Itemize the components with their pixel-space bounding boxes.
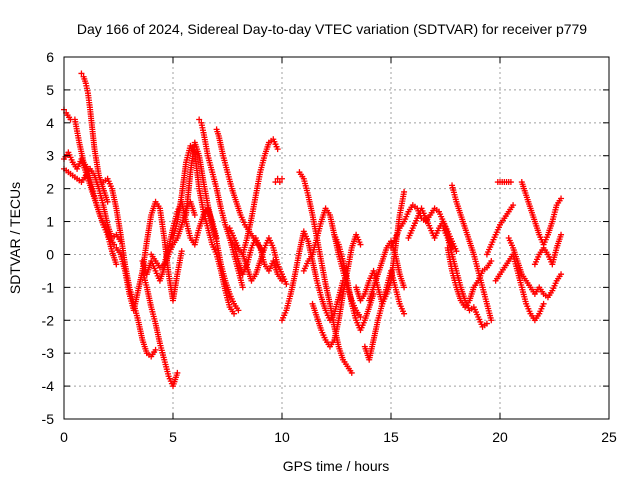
- y-tick-label: -3: [42, 345, 55, 361]
- y-tick-label: 0: [46, 246, 54, 262]
- x-tick-label: 0: [60, 429, 68, 445]
- data-point: [357, 241, 364, 248]
- y-axis-label: SDTVAR / TECUs: [7, 182, 23, 294]
- series-trace-36: [531, 231, 565, 268]
- data-point: [178, 248, 185, 255]
- data-point: [274, 146, 281, 153]
- y-tick-label: 3: [46, 148, 54, 164]
- x-axis-label: GPS time / hours: [283, 458, 390, 474]
- series-trace-6: [113, 198, 185, 314]
- data-point: [235, 307, 242, 314]
- series-trace-4: [61, 149, 120, 268]
- data-point: [231, 310, 238, 317]
- data-point: [348, 369, 355, 376]
- data-point: [191, 211, 198, 218]
- data-point: [483, 320, 490, 327]
- data-point: [113, 261, 120, 268]
- x-tick-label: 15: [383, 429, 399, 445]
- y-tick-label: -5: [42, 411, 55, 427]
- data-point: [401, 284, 408, 291]
- y-tick-label: -1: [42, 279, 55, 295]
- data-point: [507, 179, 514, 186]
- data-point: [488, 258, 495, 265]
- y-tick-label: 4: [46, 115, 54, 131]
- x-tick-label: 20: [492, 429, 508, 445]
- series-trace-10: [170, 142, 238, 317]
- x-tick-label: 10: [274, 429, 290, 445]
- series-trace-11: [183, 139, 242, 314]
- data-point: [104, 198, 111, 205]
- data-point: [357, 313, 364, 320]
- data-point: [401, 310, 408, 317]
- y-tick-label: 6: [46, 49, 54, 65]
- series-trace-23: [353, 188, 408, 307]
- data-point: [152, 346, 159, 353]
- data-point: [510, 202, 517, 209]
- data-points: [61, 70, 565, 390]
- data-point: [558, 231, 565, 238]
- series-trace-12: [196, 116, 246, 291]
- data-point: [283, 281, 290, 288]
- series-trace-16: [226, 225, 290, 288]
- series-trace-34: [505, 235, 565, 301]
- x-tick-label: 25: [601, 429, 617, 445]
- axis-ticks: [63, 56, 610, 420]
- data-point: [540, 300, 547, 307]
- y-tick-label: 5: [46, 82, 54, 98]
- y-tick-label: -4: [42, 378, 55, 394]
- data-point: [276, 179, 283, 186]
- data-point: [239, 284, 246, 291]
- data-point: [488, 317, 495, 324]
- series-trace-14: [239, 136, 281, 258]
- series-trace-7: [139, 267, 181, 390]
- series-trace-33: [494, 179, 514, 186]
- series-trace-30: [449, 182, 495, 324]
- series-trace-31: [483, 202, 517, 258]
- data-point: [558, 195, 565, 202]
- series-trace-24: [361, 267, 408, 363]
- x-tick-label: 5: [169, 429, 177, 445]
- y-tick-labels: -5 -4 -3 -2 -1 0 1 2 3 4 5 6: [42, 49, 55, 427]
- series-trace-17: [272, 175, 285, 186]
- series-trace-25: [366, 238, 408, 304]
- x-tick-labels: 0 5 10 15 20 25: [60, 429, 617, 445]
- plot-frame: [63, 56, 610, 420]
- data-point: [196, 116, 203, 123]
- chart-title: Day 166 of 2024, Sidereal Day-to-day VTE…: [77, 21, 587, 37]
- series-trace-35: [518, 179, 565, 248]
- data-point: [78, 70, 85, 77]
- data-point: [558, 271, 565, 278]
- data-point: [453, 248, 460, 255]
- y-tick-label: 1: [46, 214, 54, 230]
- series-trace-3: [61, 165, 124, 245]
- data-point: [279, 175, 285, 182]
- data-point: [401, 188, 408, 195]
- y-tick-label: -2: [42, 312, 55, 328]
- data-point: [174, 369, 181, 376]
- y-tick-label: 2: [46, 181, 54, 197]
- series-trace-2: [78, 70, 111, 205]
